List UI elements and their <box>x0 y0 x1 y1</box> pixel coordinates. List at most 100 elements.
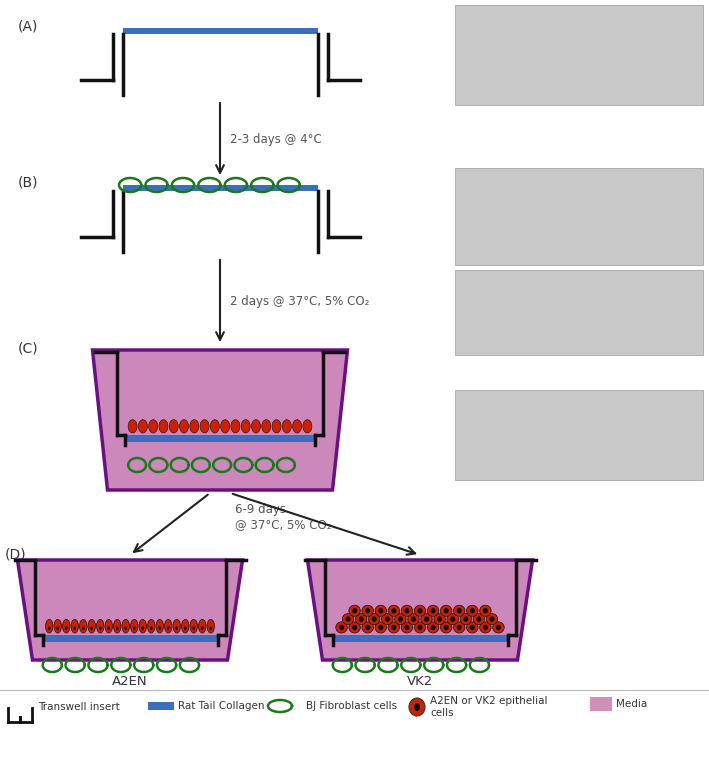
Ellipse shape <box>149 419 157 433</box>
Ellipse shape <box>414 605 425 616</box>
Ellipse shape <box>339 625 344 630</box>
Text: (A): (A) <box>18 20 38 34</box>
Ellipse shape <box>486 614 498 625</box>
Text: VK2: VK2 <box>407 675 433 688</box>
Ellipse shape <box>211 419 219 433</box>
Ellipse shape <box>401 605 413 616</box>
Ellipse shape <box>199 619 206 633</box>
Ellipse shape <box>82 626 84 630</box>
Text: 2 days @ 37°C, 5% CO₂: 2 days @ 37°C, 5% CO₂ <box>230 294 369 308</box>
Bar <box>123 185 318 191</box>
Text: BJ Fibroblast cells: BJ Fibroblast cells <box>306 701 397 711</box>
Ellipse shape <box>88 619 96 633</box>
Text: 6-9 days
@ 37°C, 5% CO₂: 6-9 days @ 37°C, 5% CO₂ <box>235 503 332 531</box>
Ellipse shape <box>349 605 360 616</box>
Ellipse shape <box>365 625 370 630</box>
Ellipse shape <box>467 605 478 616</box>
Ellipse shape <box>479 605 491 616</box>
Ellipse shape <box>414 622 425 633</box>
Ellipse shape <box>398 616 403 622</box>
Ellipse shape <box>375 605 386 616</box>
Ellipse shape <box>105 619 113 633</box>
Ellipse shape <box>79 619 87 633</box>
Ellipse shape <box>57 626 59 630</box>
Text: Rat Tail Collagen: Rat Tail Collagen <box>178 701 264 711</box>
Ellipse shape <box>91 626 93 630</box>
Ellipse shape <box>48 626 50 630</box>
Ellipse shape <box>262 419 271 433</box>
Polygon shape <box>18 560 242 660</box>
Ellipse shape <box>388 605 400 616</box>
Ellipse shape <box>411 616 416 622</box>
Ellipse shape <box>74 626 76 630</box>
Ellipse shape <box>372 616 376 622</box>
Ellipse shape <box>45 619 53 633</box>
Ellipse shape <box>54 619 62 633</box>
Ellipse shape <box>378 625 384 630</box>
Ellipse shape <box>192 626 195 630</box>
Ellipse shape <box>164 619 172 633</box>
Ellipse shape <box>336 622 347 633</box>
Ellipse shape <box>369 614 380 625</box>
Ellipse shape <box>179 419 189 433</box>
Ellipse shape <box>408 614 419 625</box>
Ellipse shape <box>404 608 410 614</box>
Bar <box>333 635 508 642</box>
Ellipse shape <box>428 605 439 616</box>
Ellipse shape <box>496 625 501 630</box>
Ellipse shape <box>128 419 137 433</box>
Ellipse shape <box>437 616 442 622</box>
Bar <box>455 168 703 265</box>
Ellipse shape <box>444 608 449 614</box>
Ellipse shape <box>190 419 199 433</box>
Ellipse shape <box>252 419 260 433</box>
Ellipse shape <box>381 614 393 625</box>
Ellipse shape <box>454 622 465 633</box>
Ellipse shape <box>293 419 301 433</box>
Ellipse shape <box>460 614 471 625</box>
Ellipse shape <box>395 614 406 625</box>
Text: Media: Media <box>616 699 647 709</box>
Ellipse shape <box>457 608 462 614</box>
Ellipse shape <box>424 616 429 622</box>
Ellipse shape <box>139 619 147 633</box>
Ellipse shape <box>71 619 79 633</box>
Bar <box>455 270 703 355</box>
Ellipse shape <box>428 622 439 633</box>
Ellipse shape <box>444 625 449 630</box>
Text: Transwell insert: Transwell insert <box>38 702 120 712</box>
Polygon shape <box>308 560 532 660</box>
Bar <box>43 635 218 642</box>
Ellipse shape <box>483 608 488 614</box>
Ellipse shape <box>420 614 432 625</box>
Ellipse shape <box>173 619 181 633</box>
Ellipse shape <box>430 625 435 630</box>
Ellipse shape <box>483 625 488 630</box>
Ellipse shape <box>476 616 481 622</box>
Ellipse shape <box>345 616 351 622</box>
Ellipse shape <box>352 608 357 614</box>
Ellipse shape <box>457 625 462 630</box>
Text: (C): (C) <box>18 342 38 356</box>
Ellipse shape <box>378 608 384 614</box>
Ellipse shape <box>125 626 127 630</box>
Text: A2EN: A2EN <box>112 675 147 688</box>
Text: (D): (D) <box>5 548 27 562</box>
Ellipse shape <box>201 626 203 630</box>
Ellipse shape <box>175 626 178 630</box>
Ellipse shape <box>159 419 168 433</box>
Ellipse shape <box>388 622 400 633</box>
Ellipse shape <box>133 626 135 630</box>
Bar <box>455 5 703 105</box>
Ellipse shape <box>454 605 465 616</box>
Bar <box>148 702 174 710</box>
Ellipse shape <box>470 625 475 630</box>
Ellipse shape <box>489 616 494 622</box>
Ellipse shape <box>122 619 130 633</box>
Ellipse shape <box>355 614 367 625</box>
Ellipse shape <box>138 419 147 433</box>
Ellipse shape <box>200 419 209 433</box>
Text: 2-3 days @ 4°C: 2-3 days @ 4°C <box>230 133 322 145</box>
Ellipse shape <box>401 622 413 633</box>
Ellipse shape <box>141 626 144 630</box>
